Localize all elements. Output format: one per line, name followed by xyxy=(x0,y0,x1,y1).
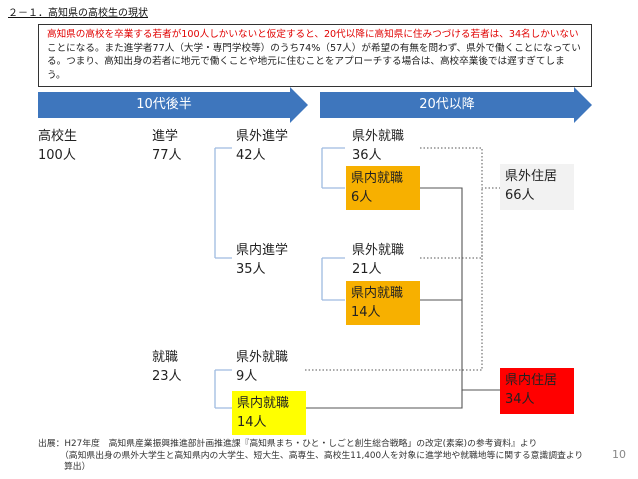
node-advance: 進学 77人 xyxy=(152,127,182,165)
arrow-late-teens-head xyxy=(290,87,308,123)
source-line-3: 算出） xyxy=(64,462,91,472)
node-in-employment-name: 県内就職 xyxy=(237,396,290,411)
source-note: 出展：H27年度 高知県産業振興推進部計画推進課『高知県まち・ひと・しごと創生総… xyxy=(38,439,618,474)
line-ij-inres xyxy=(305,390,463,409)
dotted-oj-outres xyxy=(305,230,483,371)
node-in-residence: 県内住居 34人 xyxy=(500,368,574,414)
node-in-residence-name: 県内住居 xyxy=(505,373,558,388)
node-in-adv-in-job: 県内就職 14人 xyxy=(346,281,420,325)
node-in-employment: 県内就職 14人 xyxy=(232,391,306,435)
node-out-residence-count: 66人 xyxy=(505,188,535,203)
node-out-employment-name: 県外就職 xyxy=(236,350,289,365)
arrow-late-teens-label: 10代後半 xyxy=(38,92,290,118)
node-out-residence: 県外住居 66人 xyxy=(500,164,574,210)
summary-box: 高知県の高校を卒業する若者が100人しかいないと仮定すると、20代以降に高知県に… xyxy=(38,24,592,87)
dotted-ooj-outres xyxy=(420,147,500,189)
summary-highlight: 高知県の高校を卒業する若者が100人しかいないと仮定すると、20代以降に高知県に… xyxy=(47,29,579,40)
node-employment-count: 23人 xyxy=(152,369,182,384)
node-in-adv-out-job-count: 21人 xyxy=(352,262,382,277)
node-employment: 就職 23人 xyxy=(152,348,182,386)
dotted-ioj-outres xyxy=(420,188,483,259)
node-out-adv-out-job: 県外就職 36人 xyxy=(352,127,404,165)
node-out-advance: 県外進学 42人 xyxy=(236,127,288,165)
arrow-twenties: 20代以降 xyxy=(320,87,592,123)
node-out-advance-name: 県外進学 xyxy=(236,129,289,144)
node-high-school: 高校生 100人 xyxy=(38,127,77,165)
node-out-adv-in-job-count: 6人 xyxy=(351,190,373,205)
node-in-residence-count: 34人 xyxy=(505,392,535,407)
node-in-advance-count: 35人 xyxy=(236,262,266,277)
source-line-2: （高知県出身の県外大学生と高知県内の大学生、短大生、高専生、高校生11,400人… xyxy=(60,450,584,461)
page-number: 10 xyxy=(612,448,626,461)
node-employment-name: 就職 xyxy=(152,350,179,365)
arrow-twenties-label: 20代以降 xyxy=(320,92,574,118)
node-out-adv-in-job: 県内就職 6人 xyxy=(346,166,420,210)
summary-text: ことになる。また進学者77人（大学・専門学校等）のうち74%（57人）が希望の有… xyxy=(47,42,581,81)
node-advance-name: 進学 xyxy=(152,129,179,144)
node-in-adv-in-job-name: 県内就職 xyxy=(351,286,404,301)
line-oij-inres xyxy=(420,187,500,391)
source-line-1: 出展：H27年度 高知県産業振興推進部計画推進課『高知県まち・ひと・しごと創生総… xyxy=(38,439,538,449)
node-out-adv-out-job-name: 県外就職 xyxy=(352,129,405,144)
arrow-twenties-head xyxy=(574,87,592,123)
node-high-school-name: 高校生 xyxy=(38,129,78,144)
node-in-adv-out-job-name: 県外就職 xyxy=(352,243,405,258)
node-out-employment: 県外就職 9人 xyxy=(236,348,288,386)
node-out-adv-out-job-count: 36人 xyxy=(352,148,382,163)
node-in-advance: 県内進学 35人 xyxy=(236,241,288,279)
node-in-employment-count: 14人 xyxy=(237,415,267,430)
node-out-residence-name: 県外住居 xyxy=(505,169,558,184)
node-advance-count: 77人 xyxy=(152,148,182,163)
page-title: ２－１．高知県の高校生の現状 xyxy=(8,8,148,19)
node-in-adv-out-job: 県外就職 21人 xyxy=(352,241,404,279)
node-in-adv-in-job-count: 14人 xyxy=(351,305,381,320)
node-out-advance-count: 42人 xyxy=(236,148,266,163)
node-out-employment-count: 9人 xyxy=(236,369,258,384)
arrow-late-teens: 10代後半 xyxy=(38,87,308,123)
node-high-school-count: 100人 xyxy=(38,148,76,163)
node-out-adv-in-job-name: 県内就職 xyxy=(351,171,404,186)
node-in-advance-name: 県内進学 xyxy=(236,243,289,258)
